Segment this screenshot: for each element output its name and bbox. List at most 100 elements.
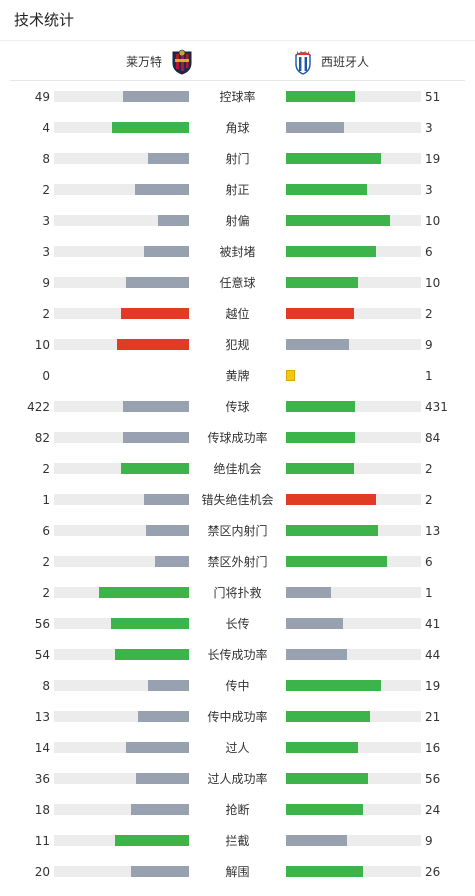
home-stat-value: 4 — [42, 121, 50, 135]
stat-row: 6 禁区内射门 13 — [0, 524, 475, 555]
home-stat-value: 82 — [34, 431, 50, 445]
away-stat-bar-track — [286, 153, 421, 164]
stat-label: 射偏 — [225, 214, 250, 228]
stat-row: 422 传球 431 — [0, 400, 475, 431]
away-stat-bar-fill — [286, 804, 363, 815]
away-stat-bar-track — [286, 556, 421, 567]
away-stat-bar-fill — [286, 432, 355, 443]
home-stat-bar-track — [54, 184, 189, 195]
home-stat-value: 2 — [42, 586, 50, 600]
away-stat-bar-track — [286, 91, 421, 102]
home-stat-bar-fill — [146, 525, 189, 536]
away-stat-bar-track — [286, 308, 421, 319]
away-stat-bar-fill — [286, 463, 354, 474]
stat-label: 射正 — [225, 183, 250, 197]
home-stat-bar-track — [54, 711, 189, 722]
away-stat-bar-fill — [286, 494, 376, 505]
home-stat-bar-fill — [144, 494, 189, 505]
away-stat-bar-track — [286, 463, 421, 474]
away-stat-bar-track — [286, 246, 421, 257]
away-stat-bar-track — [286, 494, 421, 505]
home-stat-value: 3 — [42, 245, 50, 259]
away-stat-bar-track — [286, 742, 421, 753]
home-team[interactable]: 莱万特 — [126, 49, 194, 75]
home-stat-bar-track — [54, 432, 189, 443]
home-stat-value: 8 — [42, 152, 50, 166]
home-stat-bar-fill — [115, 835, 189, 846]
away-stat-bar-fill — [286, 556, 387, 567]
away-stat-value: 13 — [425, 524, 441, 538]
home-stat-value: 9 — [42, 276, 50, 290]
home-stat-bar-fill — [123, 432, 189, 443]
home-stat-bar-fill — [131, 866, 189, 877]
stat-label: 任意球 — [219, 276, 256, 290]
away-stat-bar-fill — [286, 866, 363, 877]
away-stat-bar-track — [286, 122, 421, 133]
away-stat-bar-track — [286, 649, 421, 660]
away-stat-bar-fill — [286, 525, 378, 536]
away-stat-bar-track — [286, 618, 421, 629]
away-stat-bar-track — [286, 587, 421, 598]
home-stat-bar-fill — [148, 153, 189, 164]
home-stat-bar-fill — [121, 308, 189, 319]
away-stat-bar-fill — [286, 773, 368, 784]
stat-row: 8 射门 19 — [0, 152, 475, 183]
away-stat-bar-track — [286, 711, 421, 722]
stat-label: 被封堵 — [219, 245, 256, 259]
home-stat-bar-track — [54, 680, 189, 691]
away-stat-value: 2 — [425, 493, 433, 507]
away-stat-value: 6 — [425, 245, 433, 259]
stat-row: 8 传中 19 — [0, 679, 475, 710]
home-stat-bar-track — [54, 91, 189, 102]
away-stat-bar-track — [286, 525, 421, 536]
away-stat-value: 56 — [425, 772, 441, 786]
away-stat-value: 19 — [425, 679, 441, 693]
home-stat-bar-track — [54, 463, 189, 474]
home-stat-value: 6 — [42, 524, 50, 538]
stat-label: 传中成功率 — [207, 710, 268, 724]
away-stat-bar-fill — [286, 308, 354, 319]
away-stat-bar-track — [286, 773, 421, 784]
away-stat-bar-track — [286, 835, 421, 846]
away-stat-value: 26 — [425, 865, 441, 879]
home-stat-bar-track — [54, 742, 189, 753]
away-stat-value: 1 — [425, 369, 433, 383]
stat-label: 传球 — [225, 400, 250, 414]
home-stat-bar-fill — [158, 215, 189, 226]
page-title: 技术统计 — [14, 11, 75, 29]
away-stat-bar-fill — [286, 835, 347, 846]
away-stat-bar-fill — [286, 91, 355, 102]
home-stat-bar-track — [54, 246, 189, 257]
stat-label: 解围 — [225, 865, 250, 879]
away-stat-bar-track — [286, 804, 421, 815]
home-stat-value: 2 — [42, 555, 50, 569]
stat-label: 过人成功率 — [207, 772, 268, 786]
stat-row: 3 射偏 10 — [0, 214, 475, 245]
stat-row: 14 过人 16 — [0, 741, 475, 772]
away-stat-value: 1 — [425, 586, 433, 600]
away-stat-bar-fill — [286, 587, 331, 598]
home-stat-bar-track — [54, 401, 189, 412]
home-stat-bar-track — [54, 339, 189, 350]
home-stat-value: 1 — [42, 493, 50, 507]
away-stat-bar-track — [286, 680, 421, 691]
stat-label: 错失绝佳机会 — [201, 493, 274, 507]
away-team[interactable]: 西班牙人 — [291, 49, 369, 75]
away-stat-bar-track — [286, 432, 421, 443]
stat-label: 黄牌 — [225, 369, 250, 383]
stat-row: 10 犯规 9 — [0, 338, 475, 369]
away-stat-bar-fill — [286, 680, 381, 691]
home-stat-bar-fill — [126, 277, 189, 288]
away-stat-bar-track — [286, 866, 421, 877]
home-stat-value: 422 — [27, 400, 50, 414]
home-stat-bar-fill — [144, 246, 189, 257]
stat-row: 82 传球成功率 84 — [0, 431, 475, 462]
home-stat-bar-track — [54, 494, 189, 505]
home-stat-bar-fill — [99, 587, 189, 598]
away-stat-value: 19 — [425, 152, 441, 166]
stat-row: 3 被封堵 6 — [0, 245, 475, 276]
away-stat-bar-fill — [286, 649, 347, 660]
home-stat-value: 56 — [34, 617, 50, 631]
home-stat-bar-fill — [155, 556, 189, 567]
home-stat-value: 2 — [42, 183, 50, 197]
